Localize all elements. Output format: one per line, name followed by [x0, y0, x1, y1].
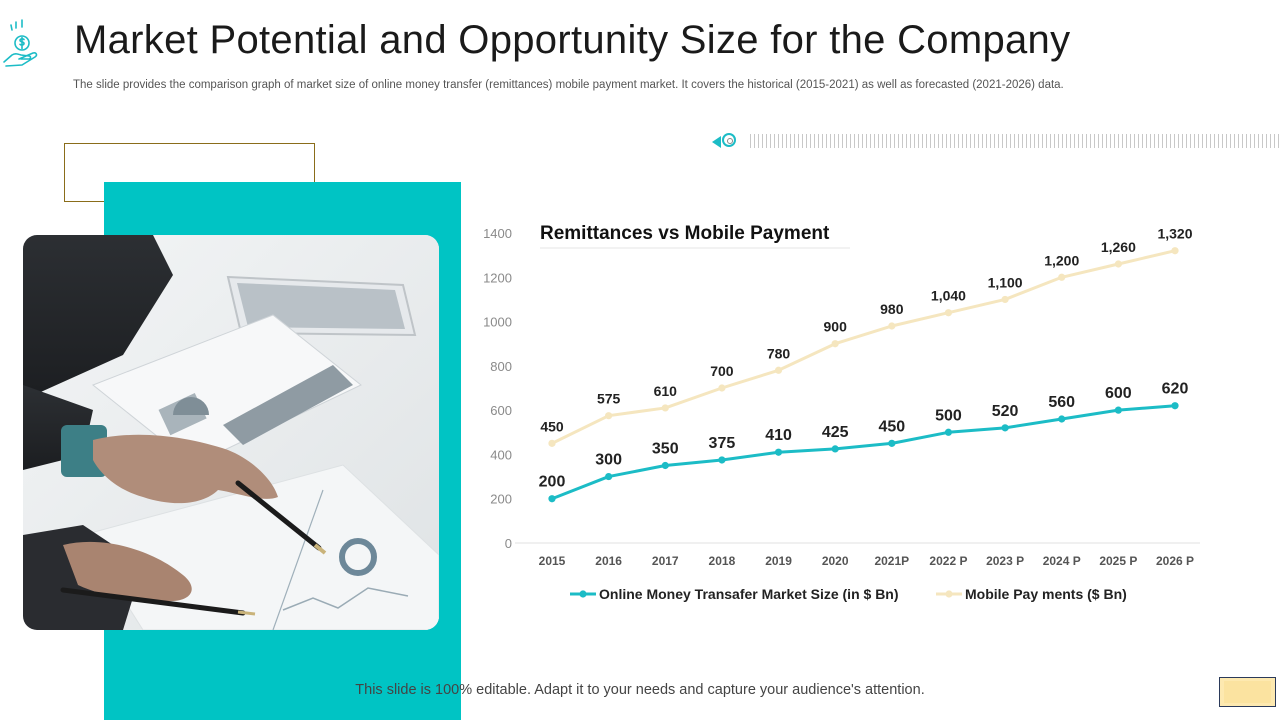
- slide-subtitle: The slide provides the comparison graph …: [73, 79, 1064, 91]
- data-label: 410: [765, 427, 792, 444]
- y-tick-label: 600: [490, 403, 512, 418]
- slide-title: Market Potential and Opportunity Size fo…: [74, 18, 1071, 62]
- data-label: 450: [540, 418, 564, 434]
- data-label: 1,320: [1157, 226, 1192, 242]
- x-tick-label: 2022 P: [929, 554, 967, 568]
- data-label: 425: [822, 424, 849, 441]
- data-label: 1,100: [988, 274, 1023, 290]
- hand-holding-money-icon: [3, 19, 38, 67]
- data-label: 700: [710, 363, 734, 379]
- y-tick-label: 1400: [483, 226, 512, 241]
- data-point: [944, 428, 953, 436]
- x-tick-label: 2018: [709, 554, 736, 568]
- data-label: 780: [767, 345, 791, 361]
- data-point: [888, 439, 896, 447]
- data-label: 350: [652, 441, 679, 458]
- y-tick-label: 200: [490, 492, 512, 507]
- data-label: 575: [597, 391, 621, 407]
- data-label: 1,260: [1101, 239, 1136, 255]
- x-axis: 2015 2016 2017 2018 2019 2020 2021P 2022 P 2023 …: [539, 554, 1194, 568]
- target-ring-icon: [722, 133, 736, 147]
- data-label: 1,200: [1044, 252, 1079, 268]
- data-label: 620: [1162, 381, 1189, 398]
- y-tick-label: 400: [490, 447, 512, 462]
- footer-note: This slide is 100% editable. Adapt it to…: [355, 682, 925, 698]
- legend-marker: [579, 590, 587, 598]
- triangle-left-icon[interactable]: [712, 136, 721, 148]
- data-point: [774, 366, 783, 374]
- data-label: 300: [595, 452, 622, 469]
- data-label: 520: [992, 403, 1019, 420]
- data-point: [774, 448, 783, 456]
- data-label: 1,040: [931, 288, 966, 304]
- data-label: 200: [539, 474, 566, 491]
- data-label: 900: [824, 319, 848, 335]
- legend-label: Mobile Pay ments ($ Bn): [965, 586, 1127, 602]
- series-lines: 450 575 610 700 780 900 980 1,040 1,100 1,200 1,26…: [539, 226, 1193, 503]
- data-point: [718, 456, 726, 464]
- data-point: [1114, 260, 1122, 268]
- x-tick-label: 2016: [595, 554, 622, 568]
- data-point: [831, 340, 839, 348]
- business-analysis-photo: [23, 235, 439, 630]
- data-label: 980: [880, 301, 904, 317]
- x-tick-label: 2015: [539, 554, 566, 568]
- y-tick-label: 0: [505, 536, 512, 551]
- chart-title: Remittances vs Mobile Payment: [540, 223, 830, 244]
- data-point: [1171, 402, 1179, 410]
- series-line: [551, 249, 1176, 445]
- data-point: [1058, 273, 1066, 281]
- data-point: [1001, 295, 1009, 304]
- data-label: 560: [1048, 394, 1075, 411]
- x-tick-label: 2019: [765, 554, 792, 568]
- legend-label: Online Money Transafer Market Size (in $…: [599, 586, 899, 602]
- x-tick-label: 2017: [652, 554, 679, 568]
- data-point: [661, 461, 669, 470]
- x-tick-label: 2021P: [874, 554, 909, 568]
- series-line: [551, 404, 1176, 501]
- data-label: 610: [654, 383, 678, 399]
- data-point: [1171, 247, 1179, 255]
- y-tick-label: 800: [490, 359, 512, 374]
- y-tick-label: 1000: [483, 315, 512, 330]
- data-point: [831, 445, 839, 453]
- y-tick-label: 1200: [483, 270, 512, 285]
- x-tick-label: 2025 P: [1099, 554, 1137, 568]
- footer-highlight-box: [1219, 677, 1276, 707]
- x-tick-label: 2024 P: [1043, 554, 1081, 568]
- x-tick-label: 2023 P: [986, 554, 1024, 568]
- data-point: [605, 472, 613, 481]
- data-point: [944, 309, 953, 317]
- slide-progress-bar: [708, 130, 1280, 154]
- data-point: [661, 404, 669, 412]
- data-point: [718, 384, 726, 392]
- data-label: 450: [878, 418, 905, 435]
- data-label: 500: [935, 407, 962, 424]
- data-point: [548, 439, 556, 447]
- data-point: [888, 322, 896, 330]
- legend-marker: [945, 590, 953, 598]
- data-point: [605, 412, 613, 420]
- x-tick-label: 2026 P: [1156, 554, 1194, 568]
- data-point: [1114, 406, 1122, 414]
- y-axis: 0 200 400 600 800 1000 1200 1400: [483, 226, 512, 551]
- data-point: [548, 495, 556, 503]
- remittances-line-chart: Remittances vs Mobile Payment 0 200 400 600…: [483, 223, 1200, 602]
- progress-ticks: [750, 134, 1280, 148]
- data-label: 600: [1105, 385, 1132, 402]
- data-point: [1058, 415, 1066, 423]
- x-tick-label: 2020: [822, 554, 849, 568]
- data-point: [1001, 424, 1009, 432]
- chart-legend: Online Money Transafer Market Size (in $…: [570, 586, 1127, 602]
- data-label: 375: [709, 435, 736, 452]
